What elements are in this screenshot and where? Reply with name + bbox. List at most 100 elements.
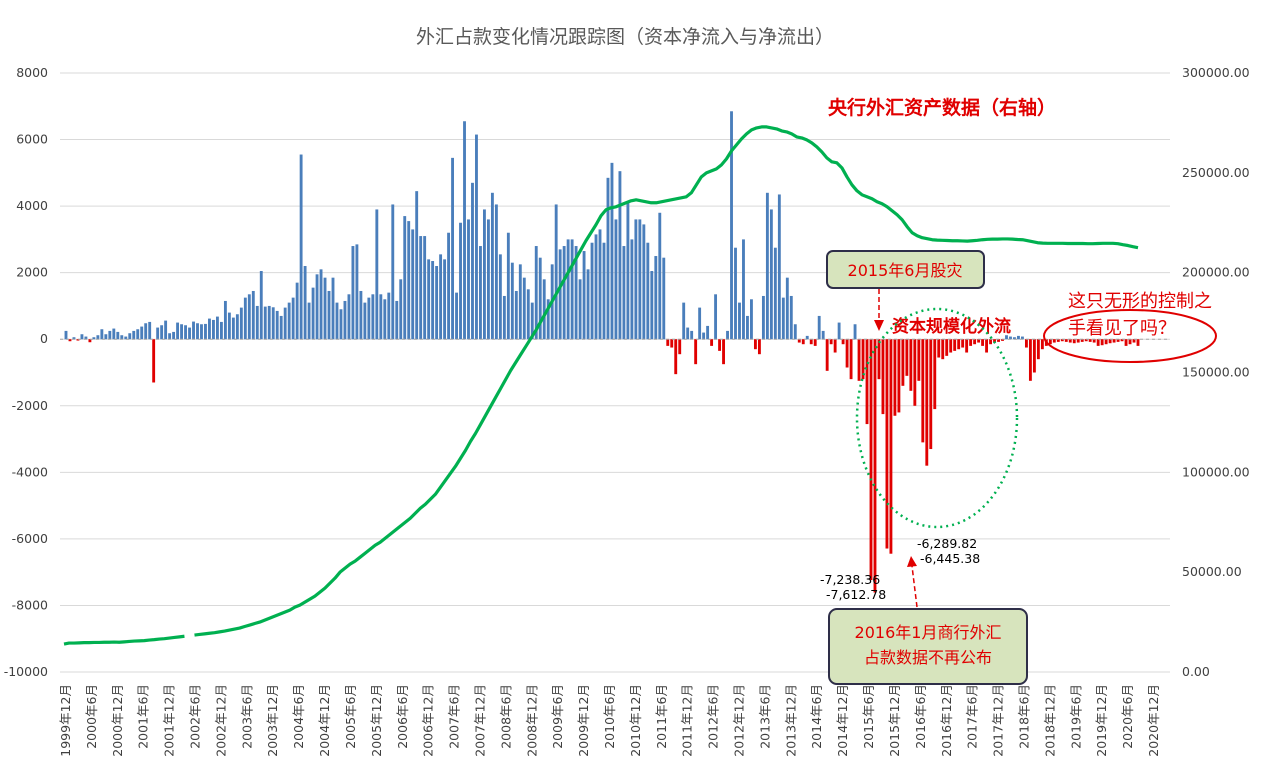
stop-arrow [911,565,918,608]
x-tick-label: 2011年12月 [680,684,695,757]
bar [546,299,550,340]
x-tick-label: 2014年12月 [835,684,850,757]
bar [351,246,355,340]
bar [459,222,462,340]
bar [1108,339,1112,344]
bar [391,204,395,340]
bar [785,277,789,340]
bar [188,327,191,340]
bar [355,244,359,340]
bar [471,182,474,340]
bar [64,330,68,340]
bar [678,339,682,355]
bar [363,302,367,340]
left-tick-label: 4000 [16,198,48,213]
bar [303,266,307,340]
bar [251,290,255,340]
bar [961,339,965,348]
bar [969,339,973,346]
bar [893,339,897,416]
bar [498,254,502,340]
left-tick-label: -4000 [12,464,48,479]
bar [514,290,518,340]
bar-series [64,111,1140,593]
grid-lines [60,72,1170,673]
bar [124,336,128,340]
bar [734,247,737,340]
x-tick-label: 2002年12月 [213,684,228,757]
bar [1088,339,1092,342]
stop-annotation-line1: 2016年1月商行外汇 [855,623,1002,642]
bar [486,219,490,340]
bar [279,315,283,340]
bar [88,339,92,343]
bar [929,339,933,450]
crash-arrow-head [874,320,884,331]
bar [977,339,981,343]
bar [315,274,319,340]
right-tick-label: 0.00 [1182,664,1210,679]
bar [419,236,423,340]
x-tick-label: 2016年12月 [939,684,954,757]
bar [1084,339,1088,342]
bar [777,194,781,340]
bar [435,266,439,340]
x-tick-label: 2015年12月 [887,684,902,757]
bar [833,339,837,353]
x-tick-label: 2017年6月 [965,684,980,749]
bar [343,300,347,340]
crash-annotation-text: 2015年6月股灾 [848,261,963,280]
bar [562,246,566,340]
bar [658,212,662,340]
bar [602,242,606,340]
x-tick-label: 2016年6月 [913,684,928,749]
x-tick-label: 2007年12月 [473,684,488,757]
bar [319,269,323,340]
x-tick-label: 2012年6月 [706,684,721,749]
bar [96,335,100,340]
bar [650,271,654,340]
left-tick-label: -6000 [12,531,48,546]
bar [1036,339,1040,360]
x-tick-label: 2008年6月 [498,684,513,749]
value-label-b: -7,612.78 [826,587,886,602]
bar [718,339,721,351]
bar [1013,337,1016,340]
left-tick-label: 6000 [16,132,48,147]
bar [1052,339,1056,343]
question-ellipse [1043,309,1217,363]
x-tick-label: 2017年12月 [991,684,1006,757]
bar [502,295,506,340]
bar [690,330,694,340]
line-series-path [63,634,185,646]
bar [614,219,618,340]
bar [993,339,996,343]
bar [200,324,203,340]
bar [885,339,889,549]
bar [566,239,570,340]
bar [1001,339,1004,341]
left-tick-label: -8000 [12,597,48,612]
bar [674,339,678,375]
bar [985,339,989,353]
bar [383,299,387,340]
x-tick-label: 2013年12月 [783,684,798,757]
x-tick-label: 2000年12月 [110,684,125,757]
bar [192,321,195,340]
bar [750,299,753,340]
bar [76,339,80,341]
bar [606,177,610,340]
bar [917,339,921,381]
bar [662,257,666,340]
bar [981,339,985,346]
x-tick-label: 2010年12月 [628,684,643,757]
bar [371,294,375,340]
x-tick-label: 2009年6月 [550,684,565,749]
bar [757,339,761,355]
x-tick-label: 2019年12月 [1094,684,1109,757]
stop-arrow-head [907,556,917,567]
bar [574,246,578,340]
bar [443,259,447,340]
bar [327,290,331,340]
